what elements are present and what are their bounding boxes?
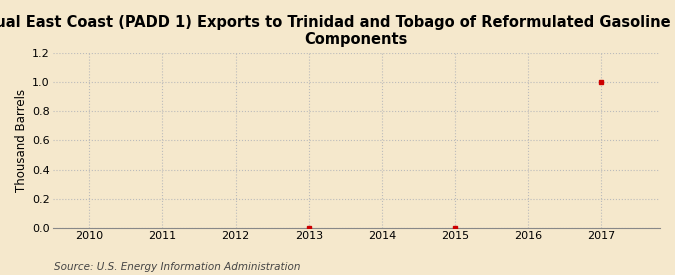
Y-axis label: Thousand Barrels: Thousand Barrels — [15, 89, 28, 192]
Text: Source: U.S. Energy Information Administration: Source: U.S. Energy Information Administ… — [54, 262, 300, 272]
Title: Annual East Coast (PADD 1) Exports to Trinidad and Tobago of Reformulated Gasoli: Annual East Coast (PADD 1) Exports to Tr… — [0, 15, 675, 47]
